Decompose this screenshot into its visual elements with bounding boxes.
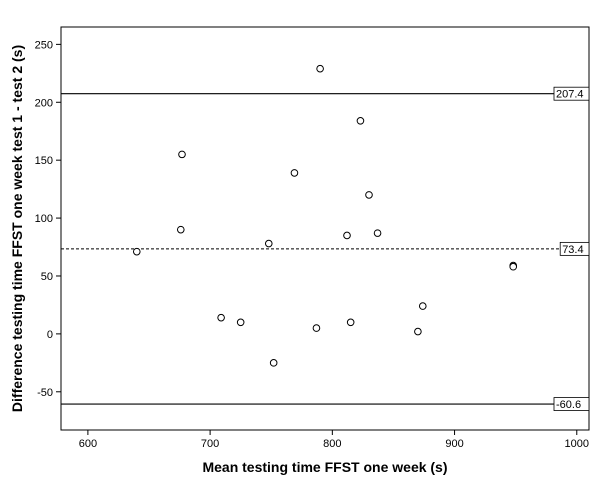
y-tick-label: 50 <box>41 271 53 283</box>
y-tick-label: 150 <box>35 155 53 167</box>
y-tick-label: -50 <box>37 387 53 399</box>
reference-label: 73.4 <box>562 244 583 256</box>
x-tick-label: 800 <box>323 438 341 450</box>
data-point <box>312 324 321 332</box>
data-point <box>365 191 373 199</box>
data-point <box>346 318 355 327</box>
x-axis-ticks: 600 700 800 900 1000 <box>79 430 589 450</box>
reference-label: -60.6 <box>556 399 581 411</box>
x-tick-label: 700 <box>201 438 219 450</box>
x-tick-label: 1000 <box>565 438 589 450</box>
x-tick-label: 600 <box>79 438 97 450</box>
y-tick-label: 0 <box>47 329 53 341</box>
reference-lines: 207.4 73.4 -60.6 <box>61 86 590 411</box>
data-point <box>269 359 278 367</box>
reference-label: 207.4 <box>556 89 584 101</box>
y-tick-label: 250 <box>35 39 53 51</box>
x-tick-label: 900 <box>445 438 463 450</box>
data-point <box>132 247 141 256</box>
data-point <box>373 229 382 237</box>
x-axis-title: Mean testing time FFST one week (s) <box>202 459 447 475</box>
reference-label-box <box>553 86 590 101</box>
data-point <box>418 302 427 310</box>
data-point <box>316 64 324 73</box>
data-point <box>356 117 365 125</box>
data-point <box>217 313 225 322</box>
y-axis-title: Difference testing time FFST one week te… <box>9 45 25 412</box>
y-axis-ticks: -50 0 50 100 150 200 250 <box>35 39 61 399</box>
reference-label-box <box>553 397 590 411</box>
data-points <box>132 64 518 367</box>
data-point <box>343 231 351 240</box>
data-point <box>290 169 299 177</box>
data-point <box>264 239 273 248</box>
data-point <box>509 262 518 271</box>
data-point <box>236 318 245 327</box>
y-tick-label: 200 <box>35 97 53 109</box>
plot-frame <box>60 26 590 431</box>
data-point <box>414 327 422 336</box>
reference-label-box <box>559 241 590 256</box>
data-point <box>176 225 185 234</box>
data-point <box>178 150 186 159</box>
y-tick-label: 100 <box>35 213 53 225</box>
